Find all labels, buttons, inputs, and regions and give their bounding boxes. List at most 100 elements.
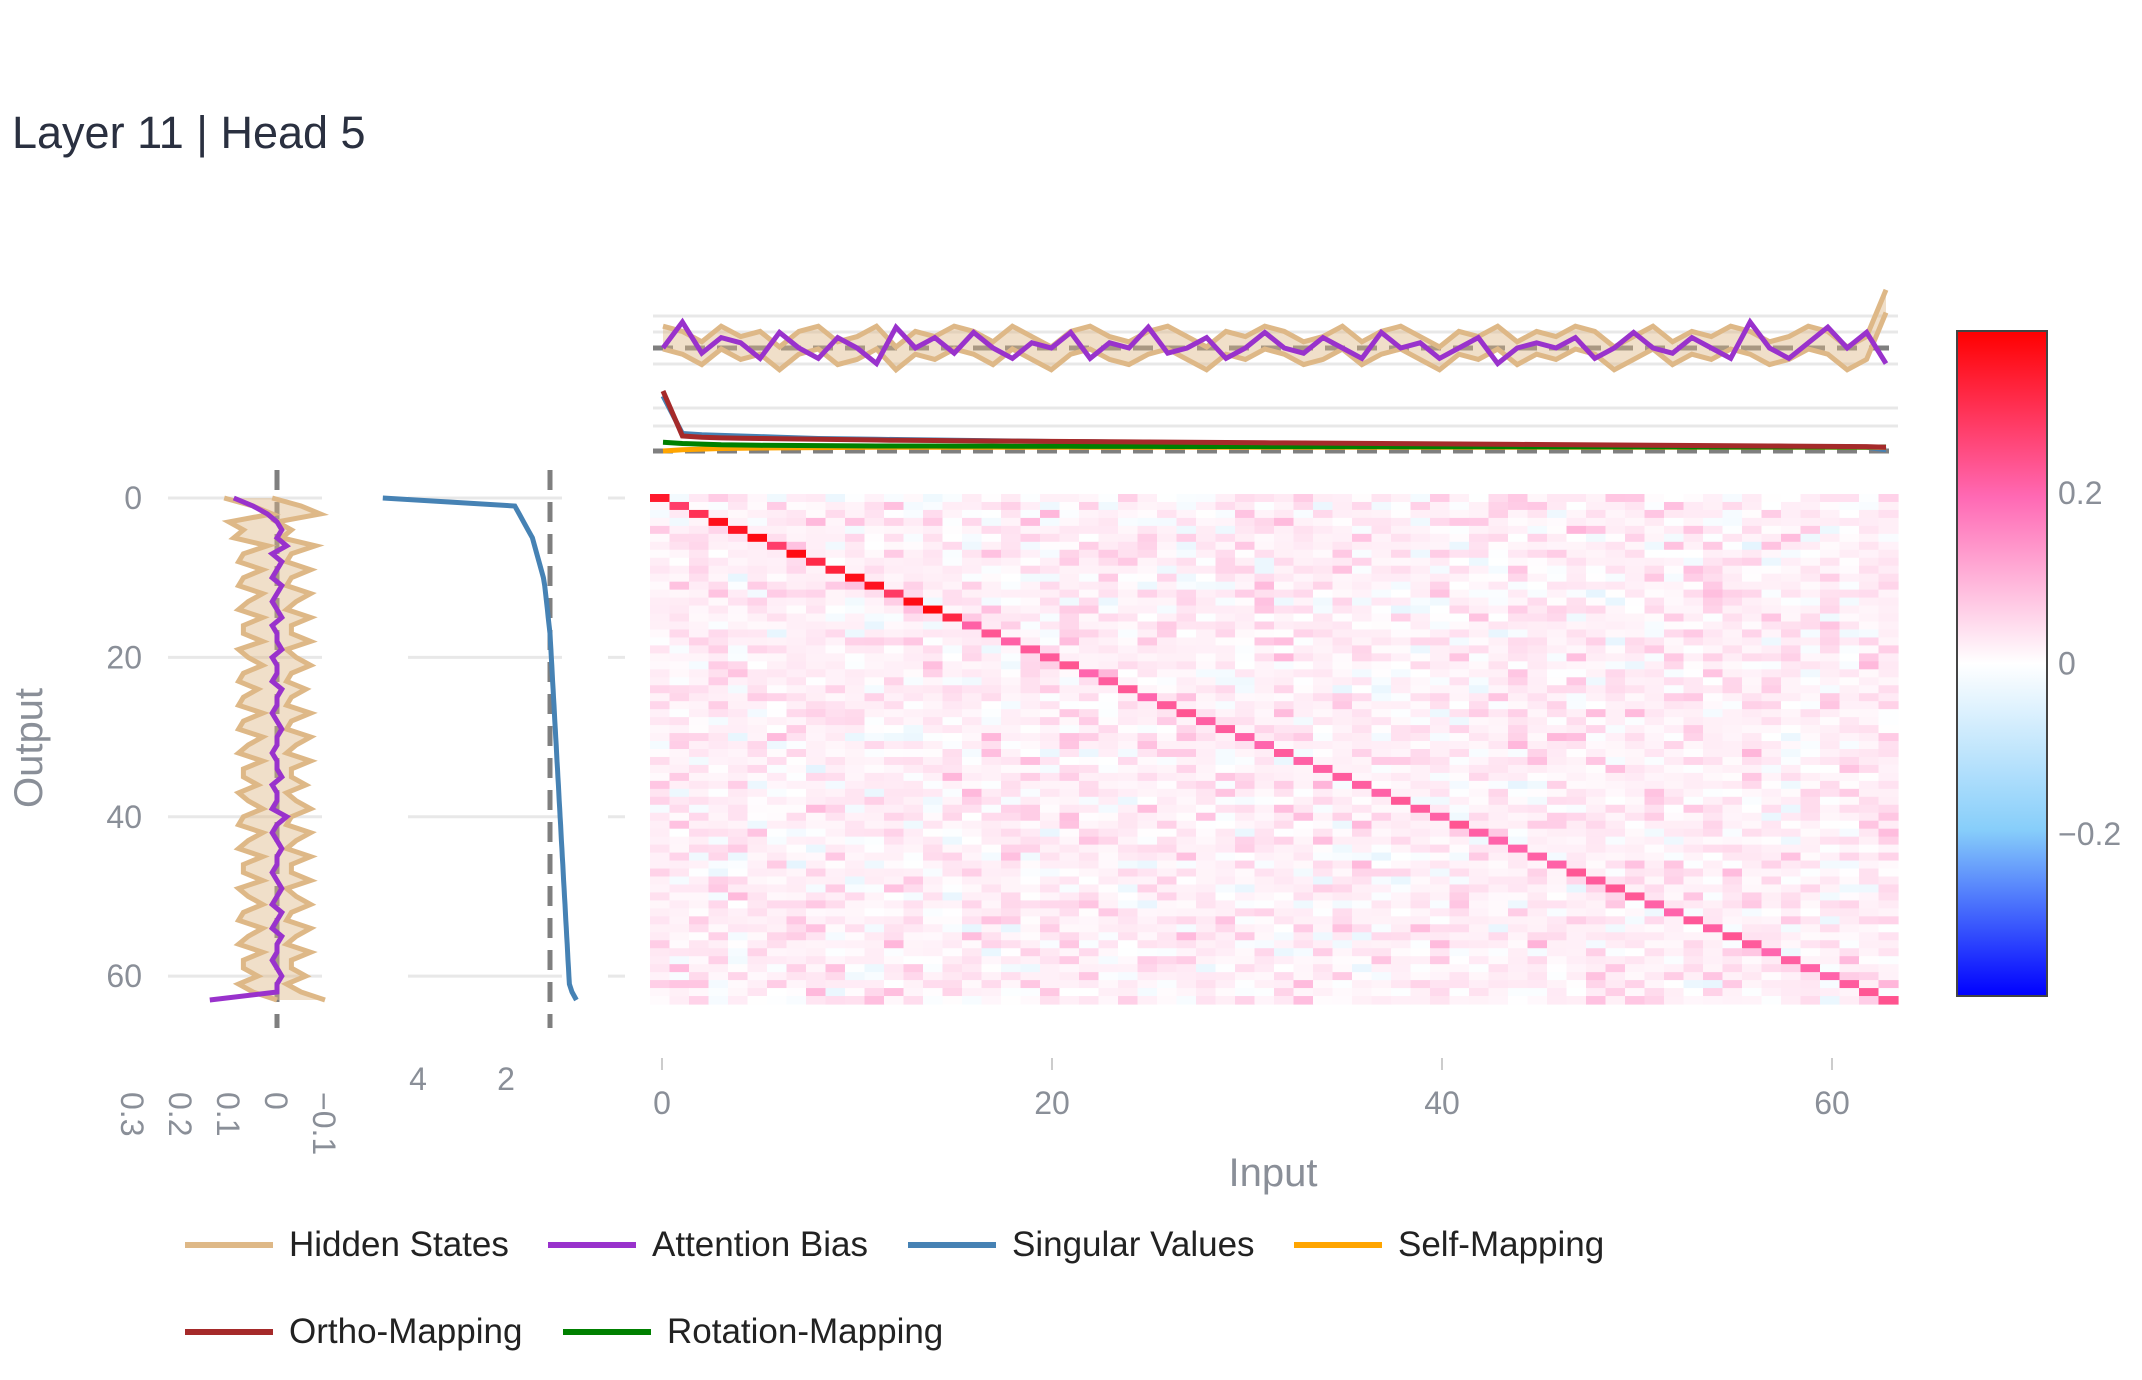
- heatmap-cell: [1527, 557, 1548, 567]
- heatmap-cell: [1761, 693, 1782, 702]
- heatmap-cell: [1118, 557, 1139, 567]
- heatmap-cell: [1859, 565, 1880, 575]
- heatmap-cell: [767, 589, 788, 599]
- heatmap-cell: [1644, 900, 1665, 909]
- heatmap-cell: [1079, 613, 1100, 623]
- heatmap-cell: [884, 741, 905, 750]
- heatmap-cell: [650, 701, 671, 710]
- heatmap-cell: [1625, 525, 1646, 535]
- heatmap-cell: [1722, 948, 1743, 957]
- heatmap-cell: [1742, 780, 1763, 790]
- heatmap-cell: [1430, 796, 1451, 806]
- heatmap-cell: [1683, 573, 1704, 583]
- heatmap-cell: [1410, 804, 1431, 814]
- heatmap-cell: [1137, 876, 1158, 886]
- heatmap-cell: [1332, 613, 1353, 623]
- heatmap-cell: [1566, 828, 1587, 838]
- heatmap-cell: [903, 804, 924, 814]
- heatmap-cell: [981, 772, 1002, 782]
- heatmap-cell: [1586, 804, 1607, 814]
- heatmap-cell: [1410, 820, 1431, 830]
- heatmap-cell: [1703, 701, 1724, 710]
- heatmap-cell: [1098, 717, 1119, 726]
- heatmap-cell: [747, 852, 768, 862]
- heatmap-cell: [1040, 988, 1061, 997]
- heatmap-cell: [1332, 884, 1353, 894]
- heatmap-cell: [1059, 932, 1080, 941]
- heatmap-cell: [864, 685, 885, 694]
- heatmap-cell: [1235, 645, 1256, 654]
- heatmap-cell: [1215, 820, 1236, 830]
- heatmap-cell: [1703, 820, 1724, 830]
- heatmap-cell: [1215, 685, 1236, 694]
- heatmap-cell: [1371, 932, 1392, 941]
- heatmap-cell: [1800, 733, 1821, 742]
- heatmap-cell: [1722, 494, 1743, 503]
- heatmap-cell: [1293, 629, 1314, 639]
- heatmap-cell: [1488, 725, 1509, 734]
- heatmap-cell: [1430, 525, 1451, 535]
- heatmap-cell: [1644, 693, 1665, 702]
- heatmap-cell: [1878, 669, 1899, 678]
- heatmap-cell: [1722, 788, 1743, 798]
- heatmap-cell: [1352, 980, 1373, 989]
- heatmap-cell: [1800, 788, 1821, 798]
- heatmap-cell: [942, 980, 963, 989]
- heatmap-cell: [1313, 780, 1334, 790]
- heatmap-cell: [1586, 717, 1607, 726]
- heatmap-cell: [1547, 709, 1568, 718]
- heatmap-cell: [1547, 796, 1568, 806]
- heatmap-cell: [923, 709, 944, 718]
- heatmap-cell: [1293, 884, 1314, 894]
- heatmap-cell: [1761, 908, 1782, 917]
- heatmap-cell: [806, 940, 827, 949]
- heatmap-cell: [1371, 581, 1392, 591]
- heatmap-cell: [1781, 733, 1802, 742]
- heatmap-cell: [1469, 565, 1490, 575]
- heatmap-cell: [689, 812, 710, 822]
- heatmap-cell: [1332, 948, 1353, 957]
- heatmap-cell: [1508, 980, 1529, 989]
- heatmap-cell: [1410, 756, 1431, 766]
- heatmap-cell: [1293, 932, 1314, 941]
- heatmap-cell: [708, 828, 729, 838]
- heatmap-cell: [1001, 613, 1022, 623]
- heatmap-cell: [981, 645, 1002, 654]
- heatmap-cell: [728, 956, 749, 965]
- heatmap-cell: [1508, 677, 1529, 686]
- heatmap-cell: [1196, 804, 1217, 814]
- heatmap-cell: [1176, 796, 1197, 806]
- heatmap-cell: [864, 860, 885, 870]
- heatmap-cell: [1098, 533, 1119, 543]
- heatmap-cell: [1820, 661, 1841, 670]
- heatmap-cell: [1820, 884, 1841, 894]
- heatmap-cell: [767, 964, 788, 973]
- heatmap-cell: [689, 629, 710, 639]
- heatmap-cell: [845, 820, 866, 830]
- heatmap-cell: [1313, 772, 1334, 782]
- heatmap-cell: [1137, 932, 1158, 941]
- heatmap-cell: [884, 956, 905, 965]
- heatmap-cell: [806, 557, 827, 567]
- heatmap-cell: [981, 932, 1002, 941]
- heatmap-cell: [1215, 860, 1236, 870]
- heatmap-cell: [1371, 924, 1392, 933]
- heatmap-cell: [1020, 517, 1041, 527]
- heatmap-cell: [1742, 956, 1763, 965]
- heatmap-cell: [1878, 924, 1899, 933]
- heatmap-cell: [1098, 669, 1119, 678]
- heatmap-cell: [669, 868, 690, 878]
- heatmap-cell: [1157, 565, 1178, 575]
- heatmap-cell: [1001, 892, 1022, 902]
- heatmap-cell: [728, 788, 749, 798]
- heatmap-cell: [1878, 844, 1899, 854]
- heatmap-cell: [1391, 621, 1412, 631]
- heatmap-cell: [747, 629, 768, 639]
- heatmap-cell: [1781, 772, 1802, 782]
- heatmap-cell: [1664, 509, 1685, 519]
- heatmap-cell: [1469, 581, 1490, 591]
- heatmap-cell: [864, 701, 885, 710]
- heatmap-cell: [1137, 836, 1158, 846]
- heatmap-cell: [1722, 836, 1743, 846]
- heatmap-cell: [1410, 860, 1431, 870]
